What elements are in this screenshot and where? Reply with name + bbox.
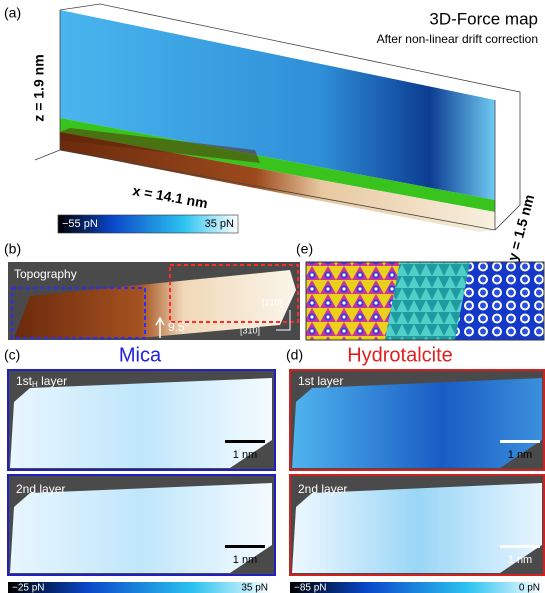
x-axis-label: x = 14.1 nm <box>131 182 209 211</box>
colorbar-max: 35 pN <box>241 583 268 593</box>
colorbar-min: −85 pN <box>294 583 327 593</box>
scale-label: 1 nm <box>508 449 532 461</box>
direction-label: [1̄10] <box>262 297 282 307</box>
layer-text: layer <box>38 374 67 388</box>
scale-label: 1 nm <box>233 449 257 461</box>
colorbar <box>290 582 544 593</box>
panel-c: (c) Mica 1stH layer 1 nm 2nd layer 1 nm … <box>4 344 275 593</box>
layer-label: 1stH layer <box>16 374 67 389</box>
panel-label: (b) <box>4 241 21 257</box>
figure: (a) 3D-Force map After non-linear drift … <box>0 0 545 593</box>
title: Mica <box>119 344 162 366</box>
scale-bar <box>225 440 265 443</box>
colorbar <box>8 582 272 593</box>
colorbar-min: −55 pN <box>62 218 98 230</box>
panel-b: (b) Topography 9.5° [1̄10] [31̄0] <box>4 241 300 340</box>
scale-bar <box>225 545 265 548</box>
scale-bar <box>500 545 540 548</box>
interface-model <box>385 262 470 340</box>
panel-d: (d) Hydrotalcite 1st layer 1 nm 2nd laye… <box>286 344 544 593</box>
panel-label: (e) <box>296 241 313 257</box>
layer-label: 2nd layer <box>16 482 65 496</box>
panel-label: (c) <box>4 347 20 363</box>
force-map <box>292 483 542 573</box>
direction-label: [31̄0] <box>240 325 260 335</box>
colorbar-max: 35 pN <box>205 218 234 230</box>
panel-label: (d) <box>286 347 303 363</box>
subtitle: After non-linear drift correction <box>377 32 538 46</box>
y-axis-label: y = 1.5 nm <box>504 193 537 263</box>
title: 3D-Force map <box>429 9 538 28</box>
z-axis-label: z = 1.9 nm <box>31 54 47 121</box>
panel-label: (a) <box>4 5 21 21</box>
layer-label: 1st layer <box>298 374 343 388</box>
scale-label: 1 nm <box>508 554 532 566</box>
force-map <box>292 378 542 468</box>
angle-label: 9.5° <box>168 320 190 334</box>
topography-label: Topography <box>14 267 77 281</box>
layer-label: 2nd layer <box>298 482 347 496</box>
scale-label: 1 nm <box>233 554 257 566</box>
title: Hydrotalcite <box>347 344 453 366</box>
panel-a: (a) 3D-Force map After non-linear drift … <box>4 4 538 263</box>
colorbar-min: −25 pN <box>12 583 45 593</box>
scale-bar <box>500 440 540 443</box>
layer-text: 1st <box>16 374 33 388</box>
colorbar-max: 0 pN <box>519 583 540 593</box>
hydrotalcite-model <box>306 262 400 340</box>
